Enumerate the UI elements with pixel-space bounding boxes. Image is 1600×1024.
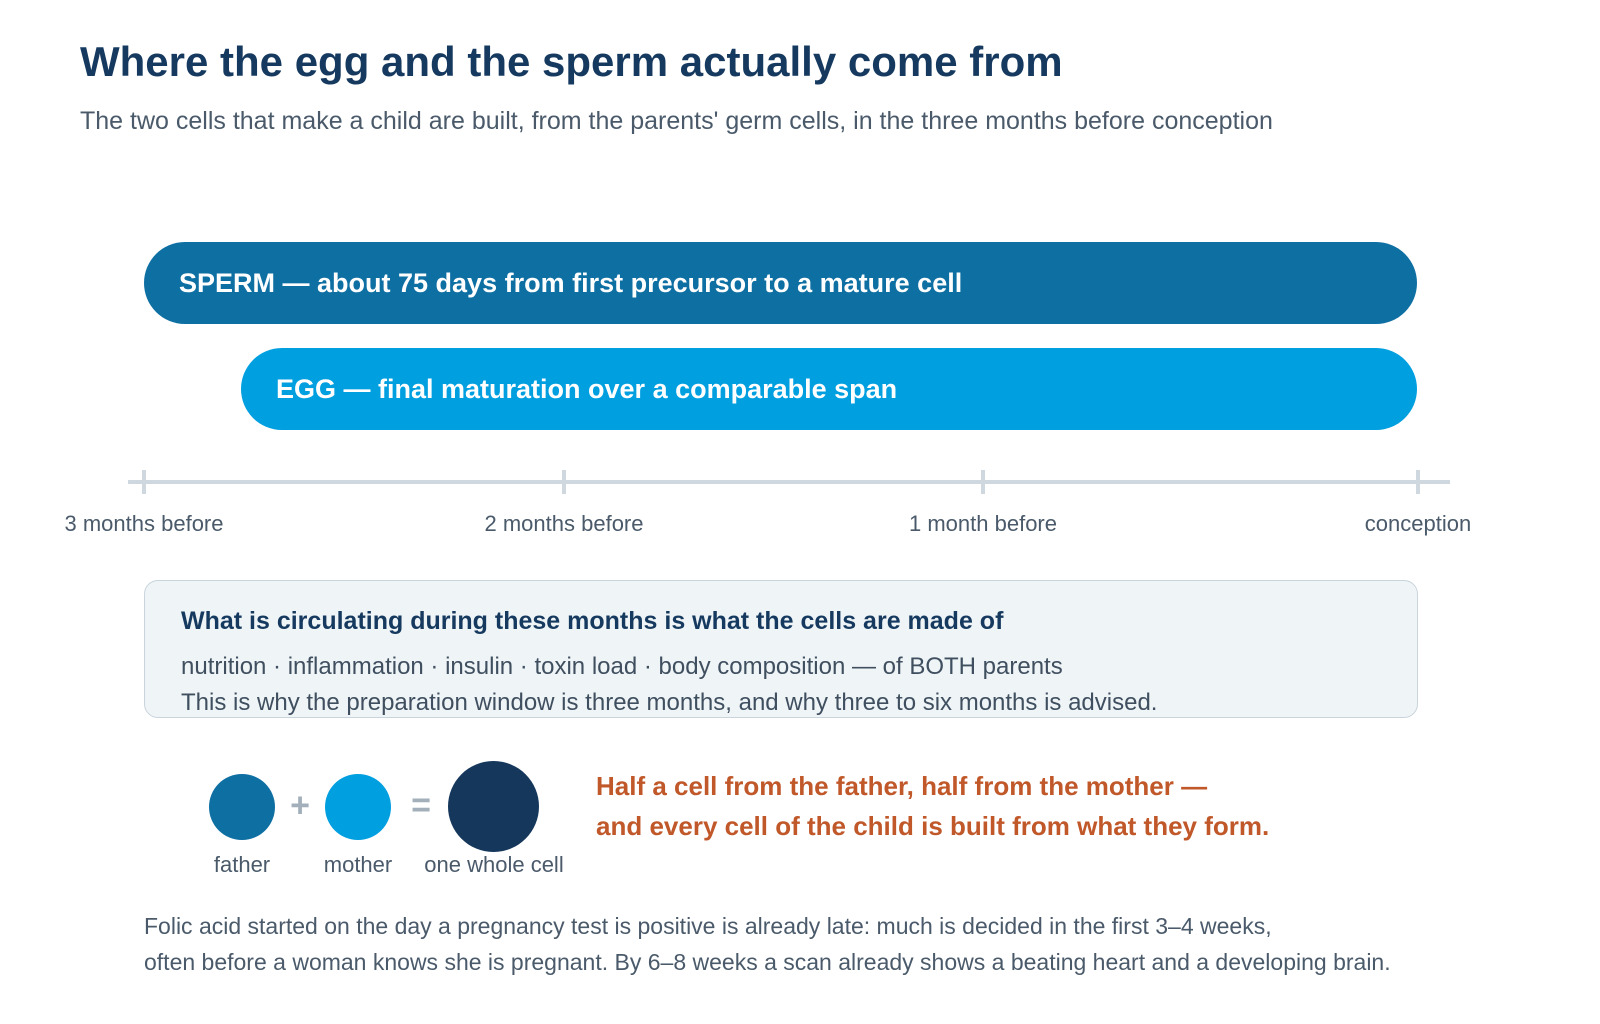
axis-tick bbox=[981, 470, 985, 494]
footnote-line-1: Folic acid started on the day a pregnanc… bbox=[144, 913, 1272, 939]
father-cell-circle bbox=[209, 774, 275, 840]
axis-tick bbox=[142, 470, 146, 494]
axis-tick bbox=[1416, 470, 1420, 494]
axis-tick-label: conception bbox=[1364, 511, 1472, 536]
whole-cell-circle bbox=[448, 761, 539, 852]
footnote: Folic acid started on the day a pregnanc… bbox=[144, 908, 1391, 980]
mother-label: mother bbox=[323, 852, 393, 877]
emphasis-text: Half a cell from the father, half from t… bbox=[596, 766, 1269, 846]
axis-tick-label: 1 month before bbox=[909, 511, 1057, 536]
info-box: What is circulating during these months … bbox=[144, 580, 1418, 718]
emphasis-line-1: Half a cell from the father, half from t… bbox=[596, 771, 1208, 801]
axis-tick-label: 2 months before bbox=[484, 511, 644, 536]
axis-tick-label: 3 months before bbox=[64, 511, 224, 536]
plus-sign: + bbox=[290, 786, 310, 825]
sperm-timeline-bar: SPERM — about 75 days from first precurs… bbox=[144, 242, 1417, 324]
page-title: Where the egg and the sperm actually com… bbox=[80, 38, 1063, 85]
emphasis-line-2: and every cell of the child is built fro… bbox=[596, 811, 1270, 841]
info-box-factors: nutrition · inflammation · insulin · tox… bbox=[181, 653, 1063, 680]
axis-tick bbox=[562, 470, 566, 494]
sperm-bar-label: SPERM — about 75 days from first precurs… bbox=[179, 267, 963, 298]
egg-bar-label: EGG — final maturation over a comparable… bbox=[276, 373, 898, 404]
father-label: father bbox=[213, 852, 271, 877]
timeline-axis bbox=[128, 480, 1450, 484]
equals-sign: = bbox=[411, 786, 431, 825]
egg-timeline-bar: EGG — final maturation over a comparable… bbox=[241, 348, 1417, 430]
page-subtitle: The two cells that make a child are buil… bbox=[80, 107, 1273, 135]
footnote-line-2: often before a woman knows she is pregna… bbox=[144, 949, 1391, 975]
mother-cell-circle bbox=[325, 774, 391, 840]
info-box-heading: What is circulating during these months … bbox=[181, 607, 1004, 635]
whole-cell-label: one whole cell bbox=[424, 852, 564, 877]
info-box-advice: This is why the preparation window is th… bbox=[181, 689, 1158, 716]
